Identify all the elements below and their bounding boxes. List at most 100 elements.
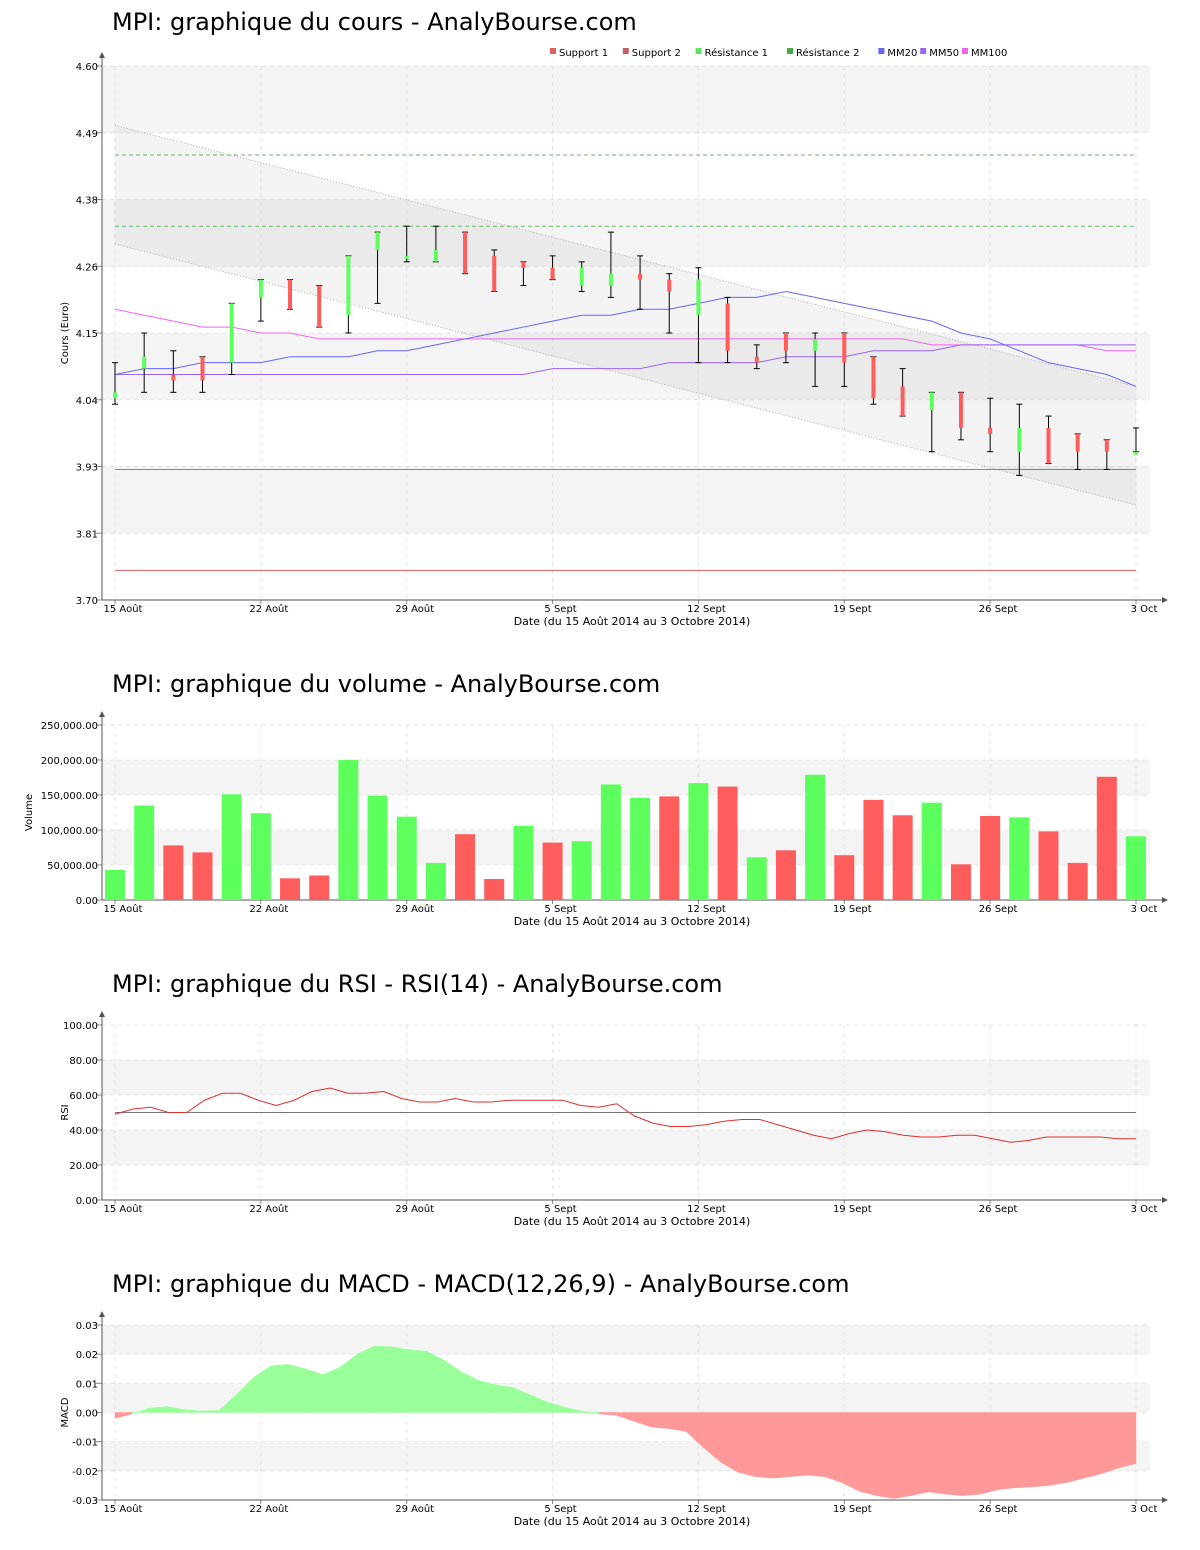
legend-item-2: Résistance 1 — [705, 47, 768, 59]
volume-bar — [309, 875, 330, 900]
macd-area-segment — [599, 1412, 618, 1416]
candle-body — [521, 261, 526, 268]
macd-area-segment — [495, 1384, 514, 1413]
volume-bar — [221, 794, 242, 900]
rsi-ytick-label: 80.00 — [69, 1056, 98, 1067]
rsi-chart-title: MPI: graphique du RSI - RSI(14) - AnalyB… — [112, 970, 723, 998]
price-ytick-label: 4.49 — [76, 129, 98, 140]
candle-body — [113, 392, 117, 399]
price-xtick-label: 29 Août — [395, 603, 434, 615]
macd-y-axis-arrow — [99, 1311, 105, 1317]
volume-bar — [950, 864, 971, 900]
volume-bar — [1067, 862, 1088, 900]
macd-area-segment — [235, 1376, 254, 1413]
candle-body — [317, 285, 322, 328]
legend-swatch — [622, 48, 629, 54]
volume-y-axis-label: Volume — [24, 794, 35, 831]
candle-body — [754, 356, 759, 363]
macd-area-segment — [928, 1412, 946, 1495]
price-ytick-label: 3.70 — [76, 596, 98, 607]
legend-swatch — [920, 48, 927, 54]
macd-area-segment — [720, 1412, 739, 1473]
price-chart-title: MPI: graphique du cours - AnalyBourse.co… — [112, 8, 637, 36]
volume-band — [102, 760, 1150, 795]
volume-bar — [630, 797, 651, 900]
volume-bar — [659, 796, 680, 900]
volume-bar — [396, 816, 417, 900]
legend-swatch — [550, 48, 556, 54]
volume-bar — [805, 774, 826, 900]
volume-bar — [367, 795, 388, 900]
candle-body — [958, 392, 963, 428]
candle-body — [1017, 427, 1022, 452]
macd-area-segment — [1118, 1412, 1137, 1469]
macd-area-segment — [408, 1349, 427, 1413]
price-xtick-label: 15 Août — [104, 603, 143, 615]
candle-body — [346, 255, 351, 316]
price-ytick-label: 4.04 — [76, 396, 98, 407]
volume-bar — [1038, 831, 1059, 900]
candle-body — [1104, 439, 1109, 452]
macd-area-segment — [1014, 1412, 1033, 1489]
macd-area-segment — [460, 1371, 479, 1413]
volume-xtick-label: 19 Sept — [833, 904, 872, 915]
macd-band — [102, 1325, 1150, 1355]
macd-xtick-label: 29 Août — [395, 1503, 434, 1515]
volume-bar — [542, 842, 563, 900]
volume-bar — [338, 760, 359, 900]
candle-body — [579, 267, 584, 286]
price-band — [102, 466, 1150, 534]
rsi-xtick-label: 22 Août — [249, 1203, 288, 1215]
candle-body — [725, 303, 730, 351]
macd-xtick-label: 3 Oct — [1131, 1504, 1158, 1515]
macd-area-segment — [616, 1412, 635, 1422]
rsi-y-axis-label: RSI — [60, 1104, 71, 1120]
macd-area-segment — [668, 1412, 687, 1432]
candle-body — [929, 392, 934, 411]
volume-xtick-label: 5 Sept — [544, 904, 576, 915]
price-ytick-label: 4.15 — [76, 329, 98, 340]
macd-ytick-label: -0.02 — [72, 1467, 98, 1478]
macd-chart-title: MPI: graphique du MACD - MACD(12,26,9) -… — [112, 1270, 850, 1298]
price-xtick-label: 26 Sept — [979, 604, 1018, 615]
price-ytick-label: 4.60 — [76, 62, 98, 73]
legend-item-1: Support 2 — [632, 48, 681, 59]
macd-xtick-label: 26 Sept — [979, 1504, 1018, 1515]
macd-x-axis-label: Date (du 15 Août 2014 au 3 Octobre 2014) — [514, 1515, 751, 1528]
rsi-band — [102, 1130, 1150, 1165]
legend-item-6: MM100 — [971, 48, 1007, 59]
candle-body — [258, 279, 263, 298]
price-xtick-label: 5 Sept — [544, 604, 576, 615]
macd-area-segment — [1031, 1412, 1050, 1488]
price-xtick-label: 22 Août — [249, 603, 288, 615]
legend-item-0: Support 1 — [559, 48, 608, 59]
rsi-xtick-label: 29 Août — [395, 1203, 434, 1215]
rsi-ytick-label: 0.00 — [76, 1196, 98, 1207]
price-x-axis-label: Date (du 15 Août 2014 au 3 Octobre 2014) — [514, 615, 751, 628]
rsi-ytick-label: 20.00 — [69, 1161, 98, 1172]
mm50-line — [115, 344, 1136, 376]
legend-swatch — [695, 48, 702, 54]
price-channel-area — [115, 125, 1136, 506]
macd-ytick-label: 0.02 — [76, 1350, 98, 1361]
macd-area-segment — [201, 1410, 220, 1413]
macd-area-segment — [426, 1350, 445, 1413]
legend-swatch — [787, 48, 793, 54]
macd-area-segment — [910, 1412, 929, 1496]
macd-ytick-label: 0.00 — [76, 1409, 98, 1420]
macd-x-axis-arrow — [1162, 1497, 1168, 1503]
volume-bar — [163, 845, 184, 900]
macd-xtick-label: 5 Sept — [544, 1504, 576, 1515]
macd-area-segment — [858, 1412, 877, 1496]
macd-area-segment — [841, 1412, 860, 1492]
volume-xtick-label: 3 Oct — [1131, 904, 1158, 915]
price-band — [102, 66, 1150, 133]
price-band — [102, 333, 1150, 400]
price-x-axis-arrow — [1162, 597, 1168, 603]
volume-bar — [717, 786, 738, 900]
volume-bar — [105, 869, 125, 900]
macd-xtick-label: 22 Août — [249, 1503, 288, 1515]
rsi-ytick-label: 40.00 — [69, 1126, 98, 1137]
volume-bar — [571, 841, 592, 900]
macd-area-segment — [114, 1412, 133, 1419]
